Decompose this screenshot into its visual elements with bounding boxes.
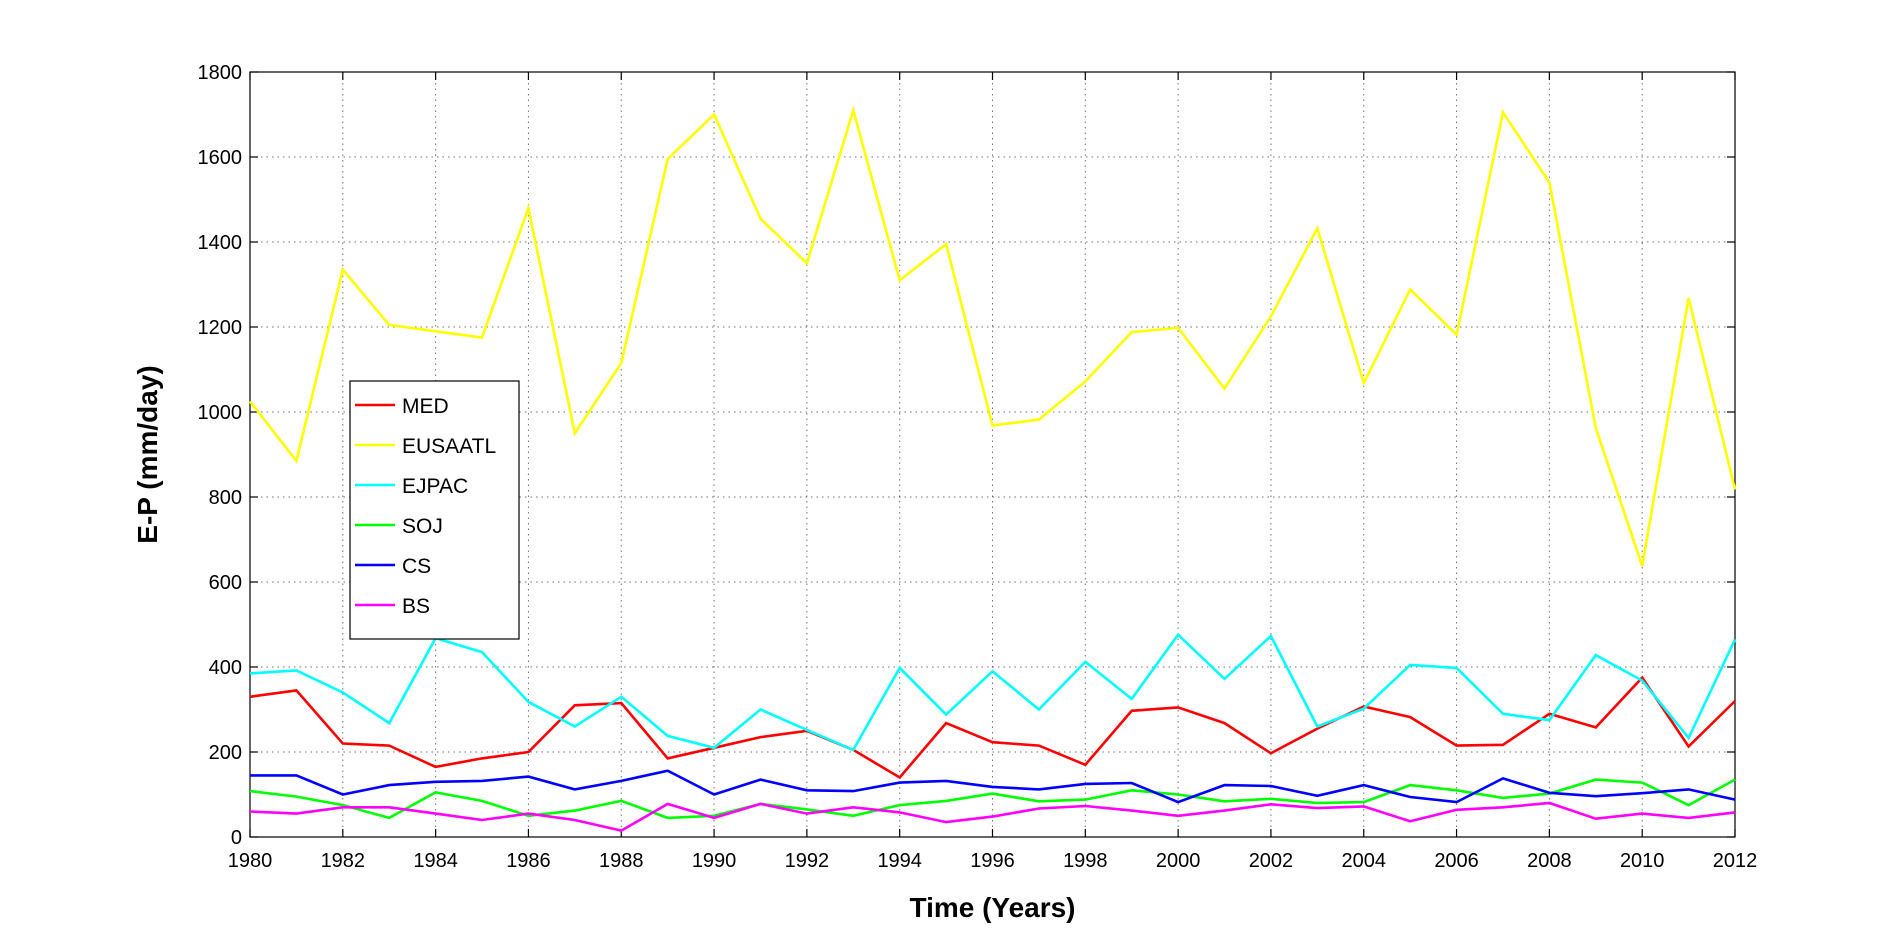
legend-label: CS xyxy=(402,555,431,578)
y-axis-title: E-P (mm/day) xyxy=(132,365,163,543)
legend-label: MED xyxy=(402,395,449,418)
x-tick-label: 1988 xyxy=(599,850,644,872)
y-tick-label: 200 xyxy=(209,742,242,764)
x-tick-label: 2012 xyxy=(1713,850,1758,872)
series-lines xyxy=(248,105,1737,832)
x-tick-label: 1980 xyxy=(228,850,273,872)
y-tick-label: 1600 xyxy=(198,147,243,169)
x-tick-label: 2008 xyxy=(1527,850,1572,872)
y-tick-label: 1400 xyxy=(198,232,243,254)
series-line-eusaatl xyxy=(248,105,1737,567)
series-line-cs xyxy=(250,769,1736,804)
x-tick-label: 1994 xyxy=(877,850,922,872)
y-tick-label: 400 xyxy=(209,657,242,679)
y-tick-label: 1200 xyxy=(198,317,243,339)
x-tick-label: 1982 xyxy=(321,850,366,872)
x-tick-label: 1992 xyxy=(785,850,830,872)
y-tick-label: 600 xyxy=(209,572,242,594)
legend: MED EUSAATL EJPAC SOJ CS BS xyxy=(349,380,520,640)
series-line-ejpac xyxy=(249,632,1737,752)
x-tick-label: 2002 xyxy=(1249,850,1294,872)
series-line-bs xyxy=(249,801,1736,832)
x-tick-label: 1996 xyxy=(970,850,1015,872)
y-tick-label: 800 xyxy=(209,487,242,509)
x-tick-label: 1984 xyxy=(413,850,458,872)
legend-label: EJPAC xyxy=(402,475,468,498)
y-tick-label: 1000 xyxy=(198,402,243,424)
x-tick-label: 2004 xyxy=(1342,850,1387,872)
x-tick-label: 2010 xyxy=(1620,850,1665,872)
series-line-med xyxy=(249,675,1736,780)
axis-ticks: 1980 1982 1984 1986 1988 1990 1992 1994 1996 1998… xyxy=(198,62,1758,872)
x-axis-title: Time (Years) xyxy=(909,892,1075,923)
series-line-soj xyxy=(249,778,1736,820)
x-tick-label: 2000 xyxy=(1156,850,1201,872)
legend-label: EUSAATL xyxy=(402,435,496,458)
grid-lines xyxy=(250,72,1735,837)
legend-box xyxy=(349,380,520,640)
legend-label: BS xyxy=(402,595,430,618)
legend-label: SOJ xyxy=(402,515,443,538)
x-tick-label: 1998 xyxy=(1063,850,1108,872)
y-tick-label: 0 xyxy=(231,827,242,849)
y-tick-label: 1800 xyxy=(198,62,243,84)
x-tick-label: 1986 xyxy=(506,850,551,872)
x-tick-label: 2006 xyxy=(1434,850,1479,872)
x-tick-label: 1990 xyxy=(692,850,737,872)
